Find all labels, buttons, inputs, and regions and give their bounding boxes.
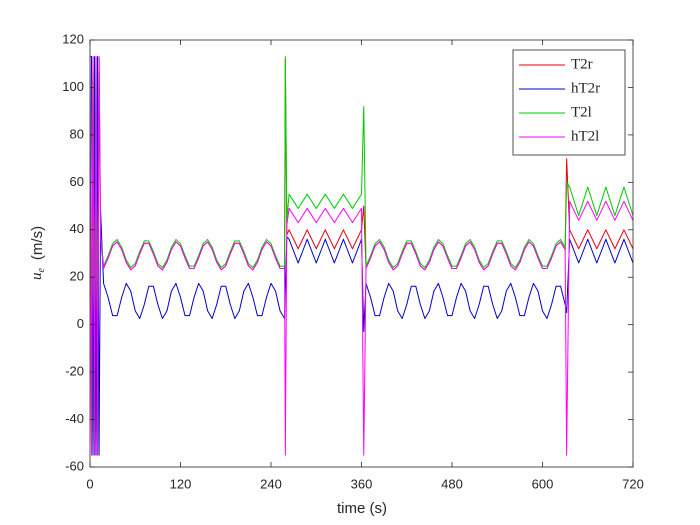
x-tick-label: 240 — [260, 476, 282, 491]
series-line — [90, 56, 633, 456]
legend-box — [512, 49, 626, 156]
y-tick-label: 40 — [70, 221, 84, 236]
legend-label: hT2l — [571, 128, 599, 144]
legend: T2r hT2r T2l hT2l — [512, 49, 626, 156]
y-tick-label: 60 — [70, 174, 84, 189]
y-tick-label: -20 — [65, 364, 84, 379]
series-line — [90, 56, 633, 456]
legend-label: T2l — [571, 104, 592, 120]
y-axis-label: ue (m/s) — [29, 226, 47, 280]
axes: 0 120 240 360 480 600 720 -60 -40 -20 0 20 40 60 80 100… — [62, 31, 644, 491]
y-tick-label: 120 — [62, 31, 84, 46]
series-line — [90, 56, 633, 456]
y-label-subscript: e — [36, 268, 47, 273]
axes-box — [89, 39, 634, 468]
x-tick-label: 480 — [441, 476, 463, 491]
x-tick-label: 120 — [170, 476, 192, 491]
x-tick-label: 360 — [351, 476, 373, 491]
legend-label: hT2r — [571, 80, 600, 96]
x-axis-label: time (s) — [337, 500, 387, 517]
lines — [90, 56, 633, 456]
y-tick-label: 0 — [77, 316, 84, 331]
y-tick-label: 80 — [70, 126, 84, 141]
legend-label: T2r — [571, 56, 593, 72]
y-tick-label: 20 — [70, 269, 84, 284]
x-tick-label: 720 — [622, 476, 644, 491]
y-tick-label: -40 — [65, 411, 84, 426]
x-tick-label: 600 — [532, 476, 554, 491]
y-label-unit: (m/s) — [29, 226, 46, 260]
y-tick-label: 100 — [62, 79, 84, 94]
x-tick-label: 0 — [86, 476, 93, 491]
y-tick-label: -60 — [65, 458, 84, 473]
y-label-symbol: u — [29, 273, 45, 281]
